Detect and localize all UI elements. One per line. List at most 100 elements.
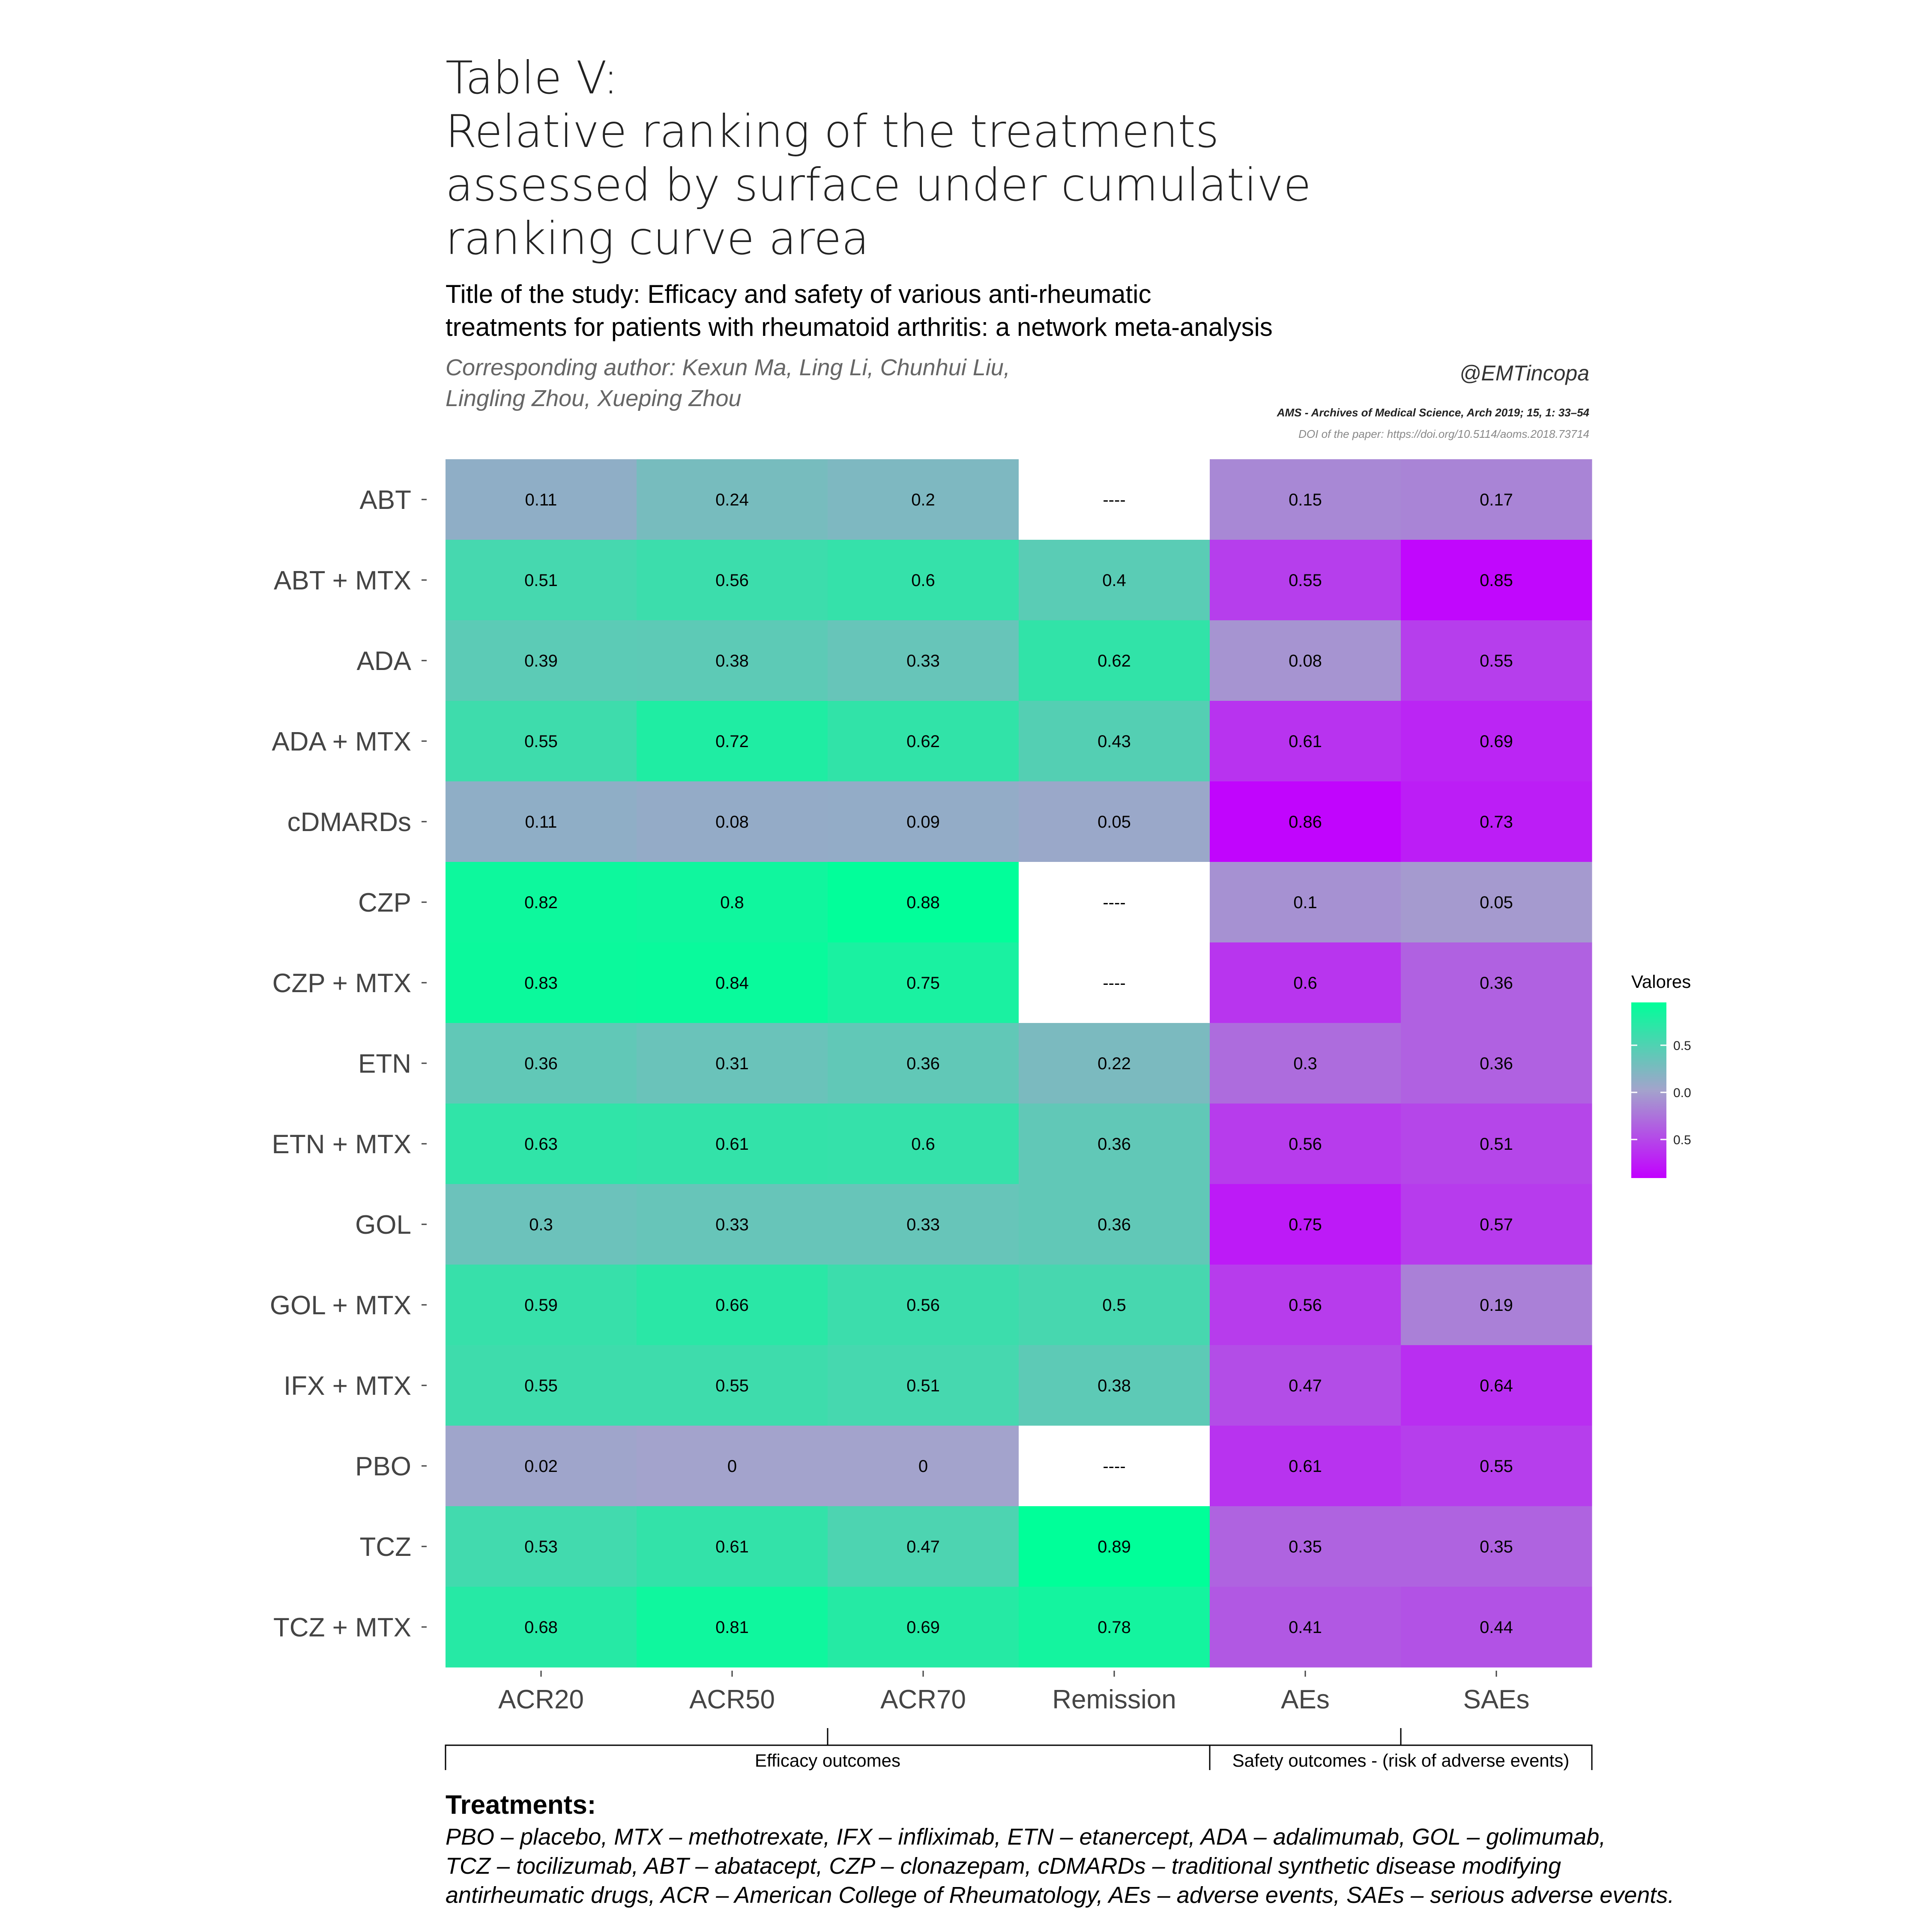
cell-value-label: 0.86 [1289,813,1322,831]
row-label: ADA + MTX [272,727,411,757]
heatmap-cell [1019,781,1210,862]
cell-value-label: 0.6 [1293,974,1317,993]
heatmap-cell [1019,1265,1210,1346]
row-label: CZP + MTX [272,969,411,998]
author-handle: @EMTincopa [1459,361,1589,385]
footnote-line-2: TCZ – tocilizumab, ABT – abatacept, CZP … [446,1853,1561,1879]
heatmap-cell [828,781,1019,862]
journal-citation: AMS - Archives of Medical Science, Arch … [1277,406,1589,419]
column-label: SAEs [1463,1685,1529,1714]
study-line-1: Title of the study: Efficacy and safety … [446,280,1151,308]
cell-value-label: 0.47 [1289,1376,1322,1395]
legend-colorbar [1631,1002,1666,1178]
heatmap-cell [637,620,828,701]
cell-value-label: 0.53 [524,1537,558,1556]
heatmap-cell [1019,1587,1210,1668]
heatmap-cell [446,540,637,621]
column-label: ACR70 [880,1685,966,1714]
heatmap-cell [1401,862,1592,943]
heatmap-cell [828,1587,1019,1668]
cell-value-label: 0.41 [1289,1618,1322,1637]
cell-value-label: 0.61 [715,1135,749,1154]
cell-value-label: 0.55 [1480,1457,1513,1476]
row-label: PBO [355,1452,411,1481]
heatmap-cell [1210,1506,1401,1587]
heatmap-cell [1210,1023,1401,1104]
heatmap-cell [1401,942,1592,1023]
heatmap-cell [1019,1023,1210,1104]
heatmap-cell [446,862,637,943]
cell-value-label: 0.61 [1289,1457,1322,1476]
heatmap-cell [637,781,828,862]
title-line-4: ranking curve area [446,212,869,265]
heatmap-cell [828,1104,1019,1184]
cell-value-label: ---- [1103,974,1125,993]
cell-value-label: 0.4 [1102,571,1126,590]
column-label: ACR50 [689,1685,775,1714]
row-label: CZP [358,888,411,918]
cell-value-label: 0.2 [911,490,935,509]
cell-value-label: 0 [727,1457,737,1476]
cell-value-label: 0.55 [524,1376,558,1395]
cell-value-label: 0.75 [906,974,940,993]
heatmap-cell [637,459,828,540]
cell-value-label: 0.3 [529,1215,553,1234]
cell-value-label: 0.63 [524,1135,558,1154]
cell-value-label: 0.62 [1098,652,1131,670]
heatmap-cell [1401,620,1592,701]
heatmap-cell [1210,701,1401,782]
cell-value-label: 0.56 [715,571,749,590]
cell-value-label: 0.84 [715,974,749,993]
heatmap-cell [637,701,828,782]
heatmap-cell [446,781,637,862]
heatmap-cell [1401,1023,1592,1104]
row-label: GOL [355,1210,411,1240]
cell-value-label: 0.33 [906,652,940,670]
cell-value-label: 0.6 [911,571,935,590]
row-label: TCZ + MTX [273,1613,411,1642]
legend-title: Valores [1631,972,1691,992]
column-group-brackets: Efficacy outcomes Safety outcomes - (risk… [445,1728,1593,1771]
row-label: ETN + MTX [272,1130,411,1159]
heatmap-cell [1401,701,1592,782]
cell-value-label: 0.85 [1480,571,1513,590]
heatmap-cell [446,701,637,782]
heatmap-cell [637,540,828,621]
heatmap-cell [1401,1506,1592,1587]
row-label: ETN [358,1049,411,1079]
cell-value-label: 0.51 [1480,1135,1513,1154]
heatmap-cell [1401,1104,1592,1184]
heatmap-cell [637,1104,828,1184]
cell-value-label: 0.33 [906,1215,940,1234]
cell-value-label: 0.3 [1293,1054,1317,1073]
cell-value-label: 0 [918,1457,928,1476]
heatmap-cell [446,1023,637,1104]
cell-value-label: 0.36 [1098,1215,1131,1234]
heatmap-cell [637,1345,828,1426]
cell-value-label: 0.36 [1480,974,1513,993]
cell-value-label: ---- [1103,893,1125,912]
heatmap-cell [828,701,1019,782]
title-line-3: assessed by surface under cumulative [446,159,1311,211]
heatmap-cell [828,1184,1019,1265]
heatmap-cell [1019,1104,1210,1184]
cell-value-label: 0.69 [1480,732,1513,751]
heatmap-cell [1210,459,1401,540]
cell-value-label: 0.36 [524,1054,558,1073]
cell-value-label: 0.36 [1480,1054,1513,1073]
heatmap-cell [828,1265,1019,1346]
cell-value-label: 0.56 [1289,1296,1322,1315]
row-labels: ABT ABT + MTX ADA ADA + MTX cDMARDs CZP CZP + … [270,485,427,1642]
heatmap-cell [446,1506,637,1587]
cell-value-label: 0.55 [715,1376,749,1395]
heatmap-cell [828,1506,1019,1587]
cell-value-label: 0.08 [715,813,749,831]
author-block: Corresponding author: Kexun Ma, Ling Li,… [446,352,1010,414]
row-label: ADA [357,646,412,676]
heatmap-cell [1210,1587,1401,1668]
cell-value-label: 0.08 [1289,652,1322,670]
cell-value-label: 0.73 [1480,813,1513,831]
title-line-2: Relative ranking of the treatments [446,105,1219,158]
heatmap-cell [1401,1265,1592,1346]
heatmap-cell [446,1426,637,1507]
